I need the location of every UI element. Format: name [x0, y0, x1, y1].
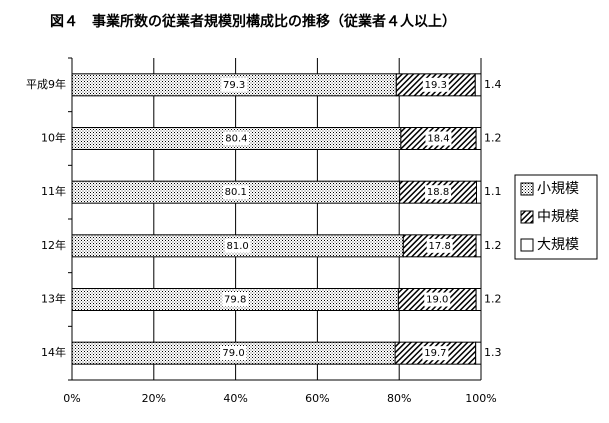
legend-label: 小規模 [537, 181, 579, 197]
x-tick-label: 20% [142, 392, 166, 405]
x-tick-label: 0% [63, 392, 80, 405]
value-label: 79.0 [222, 348, 244, 359]
value-label-bg [424, 292, 451, 307]
x-tick-label: 40% [223, 392, 247, 405]
value-label: 1.4 [484, 78, 502, 91]
value-label: 18.8 [427, 187, 449, 198]
legend-label: 中規模 [537, 209, 579, 225]
y-tick-label: 10年 [41, 131, 66, 145]
value-label: 79.8 [224, 295, 246, 306]
value-label-bg [220, 346, 247, 361]
value-label-bg [224, 238, 251, 253]
value-label-bg [223, 131, 250, 146]
bar-segment [475, 341, 482, 365]
bar-segment [475, 288, 482, 311]
value-label: 80.1 [225, 187, 247, 198]
value-label: 1.1 [484, 185, 502, 198]
value-label-bg [425, 185, 452, 200]
value-label: 81.0 [227, 241, 249, 252]
value-label-bg [221, 77, 248, 92]
value-label-bg [422, 77, 449, 92]
value-label: 1.2 [484, 132, 502, 145]
legend-swatch [520, 182, 534, 196]
value-label: 18.4 [427, 134, 449, 145]
bar-segment [475, 234, 482, 258]
y-tick-label: 平成9年 [26, 77, 66, 91]
value-label: 19.0 [426, 295, 448, 306]
value-label-bg [425, 131, 452, 146]
chart-title: 図４ 事業所数の従業者規模別構成比の推移（従業者４人以上） [50, 13, 456, 30]
value-label-bg [422, 346, 449, 361]
value-label-bg [222, 185, 249, 200]
value-label: 1.2 [484, 293, 502, 306]
x-tick-label: 80% [387, 392, 411, 405]
legend-label: 大規模 [537, 237, 579, 253]
value-label: 19.7 [424, 348, 446, 359]
value-label: 1.3 [484, 346, 502, 359]
legend-swatch [520, 210, 534, 224]
value-label: 1.2 [484, 239, 502, 252]
bar-segment [476, 180, 482, 204]
value-label-bg [426, 238, 453, 253]
value-label: 19.3 [425, 80, 447, 91]
x-tick-label: 60% [305, 392, 329, 405]
legend-swatch [520, 238, 534, 252]
y-tick-label: 12年 [41, 238, 66, 252]
y-tick-label: 11年 [41, 184, 66, 198]
y-tick-label: 13年 [41, 292, 66, 306]
bar-segment [475, 127, 482, 150]
value-label-bg [222, 292, 249, 307]
value-label: 80.4 [225, 134, 247, 145]
value-label: 79.3 [223, 80, 245, 91]
bar-segment [474, 73, 482, 97]
x-tick-label: 100% [465, 392, 496, 405]
y-tick-label: 14年 [41, 345, 66, 359]
value-label: 17.8 [429, 241, 451, 252]
